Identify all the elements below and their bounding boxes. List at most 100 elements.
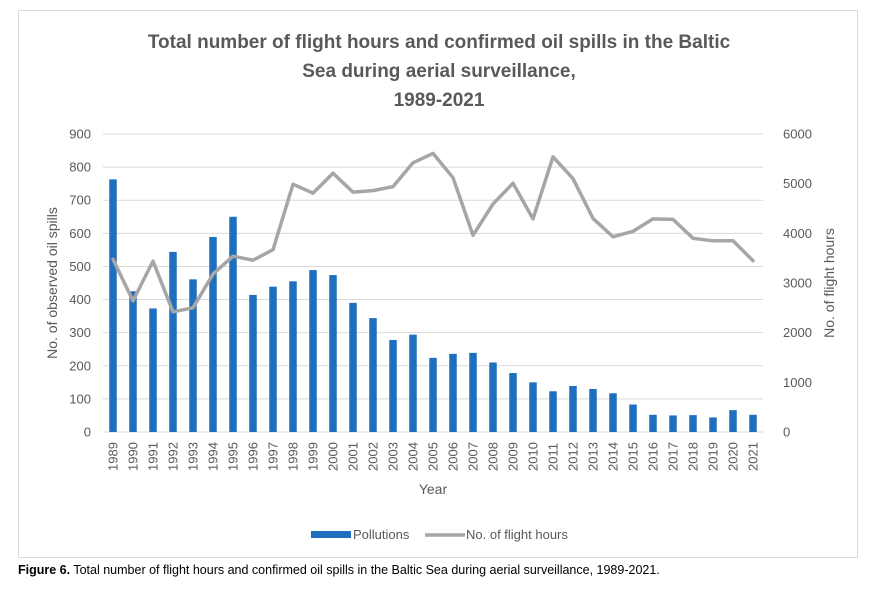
bar-pollutions <box>329 275 337 432</box>
line-point-flight-hours <box>393 186 394 187</box>
line-point-flight-hours <box>193 307 194 308</box>
chart: Total number of flight hours and confirm… <box>44 32 837 542</box>
line-point-flight-hours <box>753 260 754 261</box>
line-point-flight-hours <box>333 173 334 174</box>
x-tick-label: 2009 <box>506 442 521 471</box>
line-point-flight-hours <box>273 249 274 250</box>
y-right-axis-title: No. of flight hours <box>821 228 837 338</box>
bar-pollutions <box>649 414 657 432</box>
x-tick-label: 2008 <box>486 442 501 471</box>
line-point-flight-hours <box>113 259 114 260</box>
x-tick-label: 2019 <box>706 442 721 471</box>
line-point-flight-hours <box>493 204 494 205</box>
line-point-flight-hours <box>553 156 554 157</box>
y-right-tick-label: 3000 <box>783 276 812 291</box>
y-right-tick-label: 5000 <box>783 176 812 191</box>
bar-pollutions <box>289 281 297 432</box>
line-point-flight-hours <box>353 192 354 193</box>
bar-pollutions <box>609 393 617 432</box>
y-left-tick-label: 600 <box>69 226 91 241</box>
x-tick-label: 2017 <box>666 442 681 471</box>
bar-pollutions <box>129 291 137 432</box>
x-tick-label: 2013 <box>586 442 601 471</box>
line-point-flight-hours <box>213 274 214 275</box>
line-point-flight-hours <box>313 193 314 194</box>
line-point-flight-hours <box>513 183 514 184</box>
x-tick-label: 2020 <box>726 442 741 471</box>
x-tick-label: 2003 <box>386 442 401 471</box>
chart-title-line: Sea during aerial surveillance, <box>302 61 576 82</box>
series-line-flight-hours <box>111 151 755 314</box>
bar-pollutions <box>669 415 677 432</box>
bar-pollutions <box>729 410 737 432</box>
bar-pollutions <box>169 251 177 432</box>
legend-label-flight-hours: No. of flight hours <box>466 527 568 542</box>
x-tick-label: 1992 <box>166 442 181 471</box>
x-tick-label: 2015 <box>626 442 641 471</box>
line-point-flight-hours <box>533 218 534 219</box>
x-tick-label: 2012 <box>566 442 581 471</box>
x-tick-label: 2011 <box>546 443 561 471</box>
x-tick-label: 1998 <box>286 442 301 471</box>
line-point-flight-hours <box>293 184 294 185</box>
x-tick-label: 1991 <box>146 442 161 471</box>
legend-swatch-pollutions <box>311 531 351 538</box>
bar-pollutions <box>369 318 377 432</box>
x-tick-label: 1990 <box>126 442 141 471</box>
x-tick-label: 1994 <box>206 442 221 471</box>
bar-pollutions <box>109 179 117 432</box>
x-tick-label: 2006 <box>446 442 461 471</box>
x-tick-label: 2004 <box>406 442 421 471</box>
caption-label: Figure 6. <box>18 563 71 577</box>
line-point-flight-hours <box>413 162 414 163</box>
line-point-flight-hours <box>253 260 254 261</box>
bar-pollutions <box>489 362 497 432</box>
y-left-axis-title: No. of observed oil spills <box>44 207 60 359</box>
x-tick-label: 2002 <box>366 442 381 471</box>
bar-pollutions <box>509 373 517 432</box>
bar-pollutions <box>349 302 357 432</box>
bar-pollutions <box>189 279 197 432</box>
bar-pollutions <box>749 414 757 432</box>
line-point-flight-hours <box>733 240 734 241</box>
y-right-tick-label: 1000 <box>783 375 812 390</box>
y-right-tick-label: 4000 <box>783 226 812 241</box>
bar-pollutions <box>629 404 637 432</box>
x-tick-label: 1993 <box>186 442 201 471</box>
y-right-tick-label: 2000 <box>783 325 812 340</box>
line-point-flight-hours <box>473 235 474 236</box>
bar-pollutions <box>149 308 157 432</box>
y-left-tick-label: 500 <box>69 259 91 274</box>
x-tick-label: 2000 <box>326 442 341 471</box>
bar-pollutions <box>589 388 597 432</box>
figure-caption: Figure 6. Total number of flight hours a… <box>18 563 660 577</box>
bar-pollutions <box>429 357 437 432</box>
x-tick-label: 2018 <box>686 442 701 471</box>
bar-pollutions <box>449 353 457 432</box>
x-tick-label: 1997 <box>266 442 281 471</box>
bar-pollutions <box>249 294 257 432</box>
bar-pollutions <box>529 382 537 432</box>
legend-label-pollutions: Pollutions <box>353 527 410 542</box>
x-tick-label: 2010 <box>526 442 541 471</box>
caption-text: Total number of flight hours and confirm… <box>70 563 660 577</box>
chart-frame: Total number of flight hours and confirm… <box>18 10 858 558</box>
y-left-tick-label: 200 <box>69 358 91 373</box>
x-tick-label: 2001 <box>346 442 361 471</box>
chart-title-line: Total number of flight hours and confirm… <box>148 32 731 53</box>
bar-pollutions <box>409 334 417 432</box>
bar-pollutions <box>389 339 397 432</box>
x-tick-label: 1996 <box>246 442 261 471</box>
x-tick-label: 2016 <box>646 442 661 471</box>
bar-pollutions <box>569 385 577 432</box>
y-left-tick-label: 300 <box>69 325 91 340</box>
line-point-flight-hours <box>633 231 634 232</box>
x-tick-label: 1995 <box>226 442 241 471</box>
bar-pollutions <box>689 415 697 432</box>
line-point-flight-hours <box>613 236 614 237</box>
line-point-flight-hours <box>153 261 154 262</box>
x-tick-label: 2007 <box>466 442 481 471</box>
x-tick-label: 2014 <box>606 442 621 471</box>
y-left-tick-label: 400 <box>69 292 91 307</box>
y-right-tick-label: 0 <box>783 425 790 440</box>
